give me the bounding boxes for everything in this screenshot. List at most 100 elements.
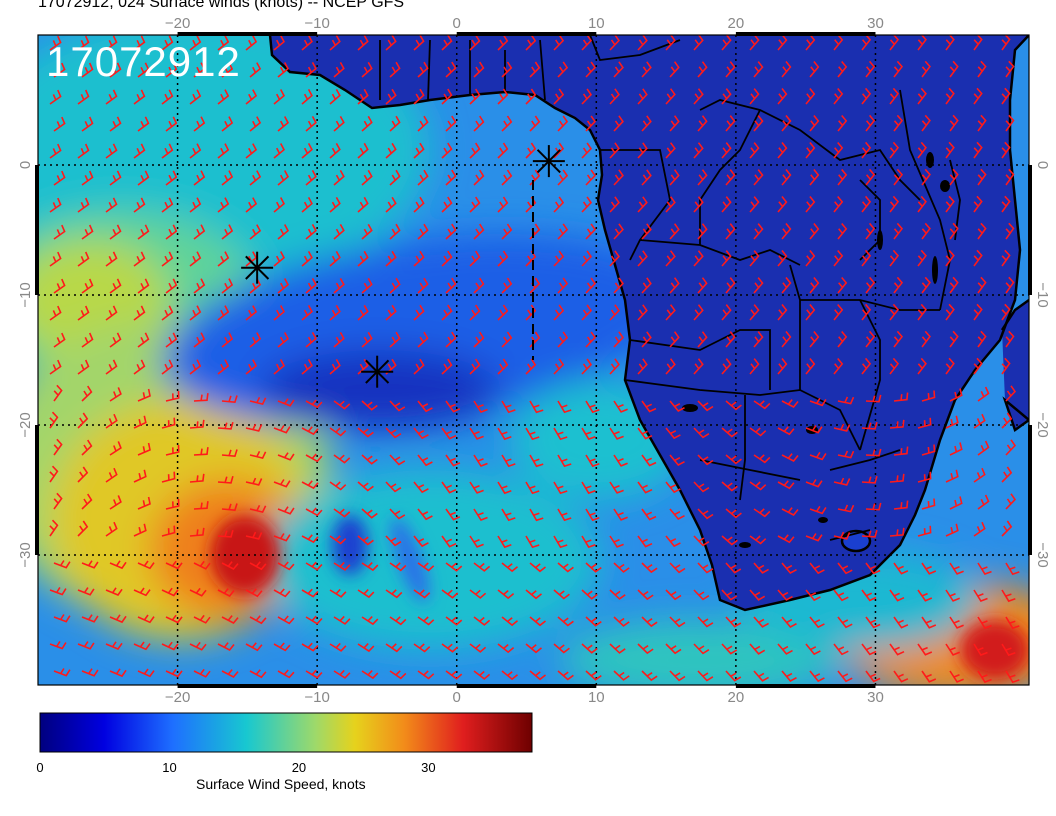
wind-barb [917, 195, 927, 213]
wind-barb [53, 170, 66, 186]
wind-barb [833, 477, 851, 486]
wind-barb [193, 393, 209, 402]
wind-barb [501, 562, 519, 573]
wind-barb [417, 115, 429, 132]
wind-barb [161, 471, 176, 483]
wind-barb [529, 670, 546, 681]
wind-barb [217, 529, 234, 538]
wind-barb [805, 250, 816, 267]
wind-barb [193, 224, 206, 240]
wind-barb [441, 481, 457, 494]
wind-barb [609, 35, 620, 51]
wind-barb [973, 643, 988, 656]
wind-barb [53, 384, 63, 402]
wind-barb [669, 61, 680, 78]
wind-barb [53, 614, 71, 623]
wind-barb [417, 61, 429, 78]
wind-barb [305, 561, 323, 571]
wind-barb [81, 439, 93, 456]
wind-barb [1030, 34, 1038, 50]
wind-barb [753, 562, 769, 574]
wind-barb [553, 304, 565, 321]
wind-barb [277, 398, 295, 407]
wind-barb [613, 169, 624, 186]
wind-barb [81, 224, 94, 240]
wind-barb [105, 359, 118, 375]
wind-barb [721, 589, 738, 601]
wind-barb [697, 670, 714, 682]
wind-barb [413, 535, 429, 548]
wind-barb [749, 589, 766, 601]
wind-barb [665, 535, 681, 548]
wind-barb [693, 358, 704, 375]
wind-barb [245, 89, 258, 105]
wind-barb [441, 589, 459, 599]
wind-barb [105, 413, 118, 429]
wind-barb [305, 615, 323, 625]
wind-barb [865, 670, 881, 683]
wind-barb [809, 397, 827, 407]
wind-barb [525, 643, 542, 654]
wind-barb [753, 400, 771, 410]
wind-barb [417, 400, 433, 413]
wind-barb [105, 143, 118, 159]
wind-barb [277, 170, 290, 186]
wind-barb [445, 277, 457, 294]
wind-barb [361, 670, 379, 680]
wind-barb [861, 141, 872, 159]
wind-barb [245, 588, 263, 598]
wind-barb [665, 142, 676, 159]
wind-barb [53, 438, 63, 456]
wind-barb [497, 35, 509, 51]
wind-barb [301, 305, 313, 321]
wind-barb [725, 508, 742, 519]
wind-barb [609, 250, 620, 267]
wind-barb [833, 87, 844, 105]
wind-barb [973, 521, 986, 537]
wind-barb [637, 358, 648, 375]
wind-barb [53, 224, 66, 240]
wind-barb [385, 142, 397, 159]
wind-barb [865, 222, 876, 240]
wind-barb [977, 440, 990, 456]
wind-barb [553, 196, 565, 213]
wind-barb [693, 250, 704, 267]
wind-barb [497, 196, 509, 213]
wind-speed-field [38, 35, 1029, 685]
wind-barb [217, 421, 234, 430]
wind-barb [641, 616, 658, 628]
wind-barb [557, 61, 569, 78]
wind-barb [385, 35, 397, 51]
africa-landmass [270, 35, 1029, 610]
wind-barb [473, 115, 485, 132]
wind-barb [749, 481, 767, 491]
wind-barb [53, 668, 71, 677]
wind-barb [161, 305, 174, 321]
wind-barb [221, 224, 234, 240]
wind-barb [665, 589, 682, 601]
wind-barb [413, 35, 425, 51]
wind-barb [249, 450, 267, 460]
wind-barb [133, 415, 147, 429]
wind-barb [721, 358, 732, 375]
wind-barb [217, 143, 230, 159]
wind-barb [385, 304, 397, 321]
wind-barb [413, 481, 429, 494]
lon-tick-label-top: −20 [165, 15, 190, 32]
wind-barb [109, 495, 122, 510]
wind-barb [249, 62, 262, 78]
wind-barb [305, 453, 323, 463]
wind-barb [553, 481, 568, 495]
frame-band-right [1028, 165, 1032, 295]
wind-barb [333, 615, 351, 625]
wind-barb [441, 427, 457, 440]
wind-barb [865, 502, 882, 511]
wind-barb [445, 562, 463, 572]
wind-barb [921, 616, 937, 629]
wind-barb [529, 115, 541, 132]
wind-barb [753, 508, 771, 518]
wind-barb [445, 223, 457, 240]
wind-barb [865, 60, 876, 78]
wind-barb [973, 195, 983, 213]
